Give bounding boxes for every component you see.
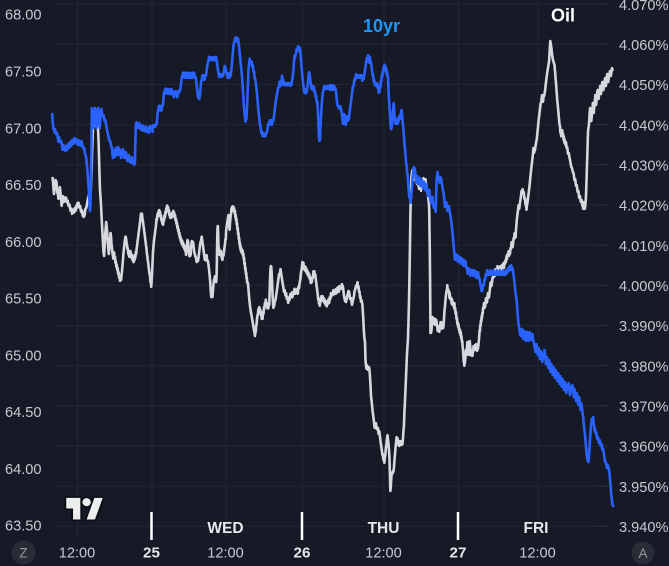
svg-text:4.030%: 4.030% <box>619 159 669 175</box>
svg-text:64.00: 64.00 <box>5 462 42 478</box>
svg-text:FRI: FRI <box>524 520 549 537</box>
svg-text:4.060%: 4.060% <box>619 38 669 54</box>
svg-text:12:00: 12:00 <box>59 546 96 562</box>
svg-text:25: 25 <box>143 545 160 562</box>
svg-text:4.000%: 4.000% <box>619 279 669 295</box>
svg-text:3.950%: 3.950% <box>619 480 669 496</box>
svg-text:12:00: 12:00 <box>365 546 402 562</box>
svg-text:65.50: 65.50 <box>5 292 42 308</box>
svg-text:26: 26 <box>294 545 311 562</box>
svg-text:66.50: 66.50 <box>5 178 42 194</box>
svg-text:68.00: 68.00 <box>5 8 42 24</box>
svg-text:3.970%: 3.970% <box>619 400 669 416</box>
svg-text:4.050%: 4.050% <box>619 78 669 94</box>
svg-text:66.00: 66.00 <box>5 235 42 251</box>
svg-text:67.50: 67.50 <box>5 65 42 81</box>
svg-text:THU: THU <box>368 520 400 537</box>
svg-text:3.990%: 3.990% <box>619 319 669 335</box>
svg-text:A: A <box>638 546 647 561</box>
svg-text:4.010%: 4.010% <box>619 239 669 255</box>
svg-text:3.980%: 3.980% <box>619 359 669 375</box>
svg-text:3.960%: 3.960% <box>619 440 669 456</box>
svg-text:WED: WED <box>207 520 243 537</box>
svg-text:4.070%: 4.070% <box>619 0 669 14</box>
svg-text:63.50: 63.50 <box>5 519 42 535</box>
svg-text:10yr: 10yr <box>363 16 400 36</box>
svg-text:12:00: 12:00 <box>519 546 556 562</box>
svg-text:12:00: 12:00 <box>207 546 244 562</box>
svg-text:64.50: 64.50 <box>5 405 42 421</box>
svg-text:65.00: 65.00 <box>5 348 42 364</box>
svg-text:3.940%: 3.940% <box>619 520 669 536</box>
svg-text:Z: Z <box>19 546 27 561</box>
svg-text:27: 27 <box>450 545 467 562</box>
svg-text:4.020%: 4.020% <box>619 199 669 215</box>
svg-text:Oil: Oil <box>551 6 575 26</box>
svg-text:4.040%: 4.040% <box>619 118 669 134</box>
svg-text:67.00: 67.00 <box>5 121 42 137</box>
